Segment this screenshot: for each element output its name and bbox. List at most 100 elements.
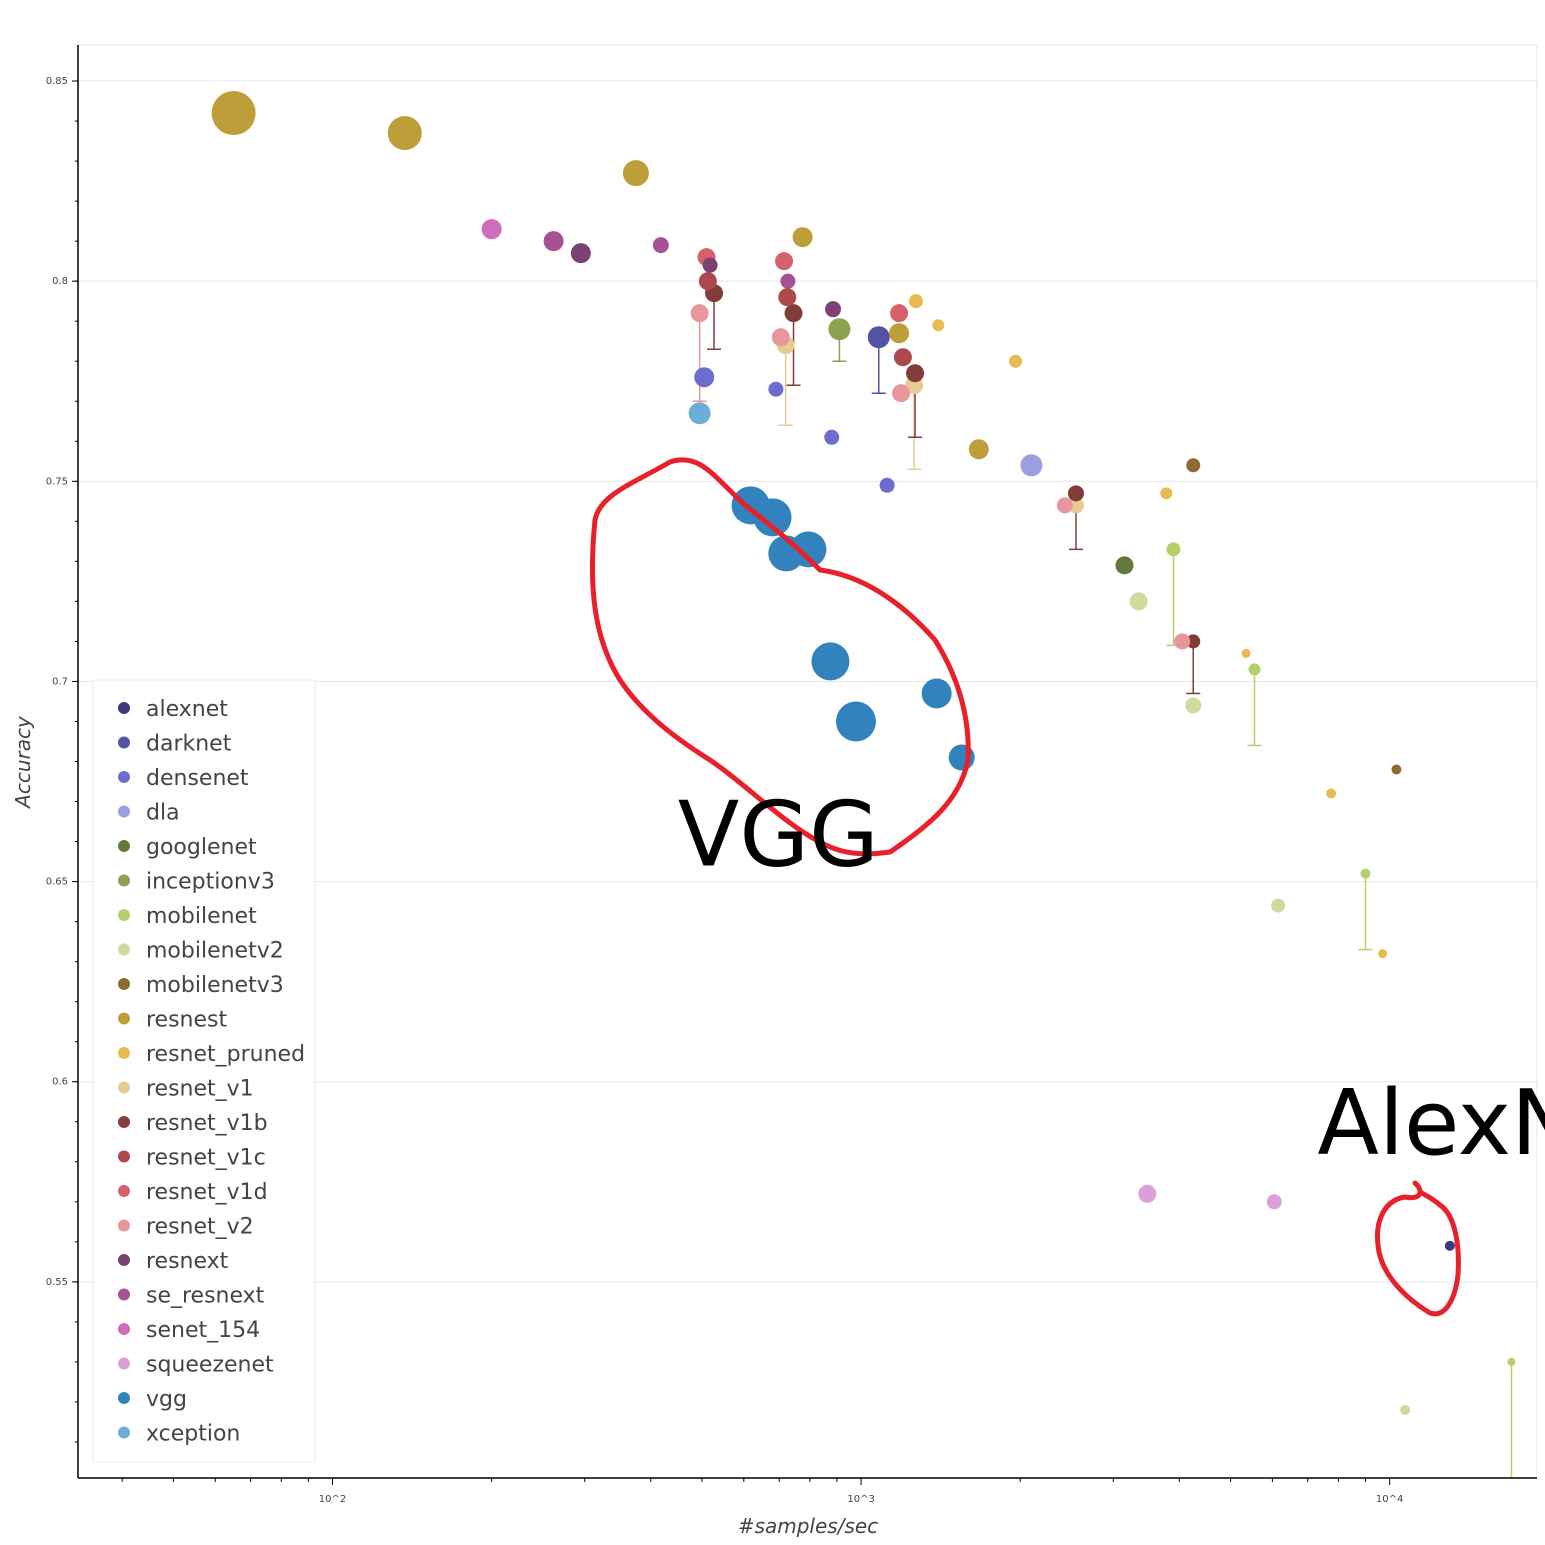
data-points [211, 91, 1516, 1415]
legend-label-se_resnext: se_resnext [146, 1284, 265, 1309]
mobilenet-point-3 [1507, 1357, 1516, 1366]
resnet_pruned-point-4 [1241, 648, 1251, 658]
legend-label-resnet_v1b: resnet_v1b [146, 1111, 268, 1136]
resnet_v1b-point-4 [1186, 634, 1201, 649]
y-axis-label: Accuracy [11, 715, 35, 810]
mobilenet-point-2 [1360, 868, 1371, 879]
mobilenetv2-point-0 [1129, 592, 1148, 611]
y-tick-label: 0.7 [52, 676, 68, 687]
resnet_pruned-point-6 [1378, 949, 1388, 959]
googlenet-point-0 [1115, 556, 1134, 575]
vgg-highlight-circle [589, 457, 971, 857]
y-tick-label: 0.85 [46, 76, 68, 87]
mobilenet-point-1 [1248, 663, 1261, 676]
densenet-point-3 [879, 477, 895, 493]
annotations: VGG AlexNet [589, 457, 1545, 1317]
mobilenetv2-point-2 [1271, 898, 1286, 913]
resnet_v1b-point-2 [906, 364, 925, 383]
legend-label-mobilenet: mobilenet [146, 904, 257, 929]
legend-marker-mobilenetv2 [118, 943, 130, 956]
resnest-point-0 [211, 91, 256, 136]
grid-lines [78, 80, 1537, 1283]
vgg-point-5 [835, 701, 876, 742]
legend-label-squeezenet: squeezenet [146, 1353, 274, 1378]
alexnet-annotation: AlexNet [1317, 1071, 1545, 1176]
resnet_v1b-point-1 [784, 304, 803, 323]
legend-label-densenet: densenet [146, 766, 249, 791]
legend-box [92, 679, 316, 1463]
resnet_v1b-point-3 [1067, 485, 1084, 502]
resnest-point-4 [889, 323, 910, 344]
resnet_pruned-point-1 [932, 319, 945, 332]
resnext-point-1 [702, 257, 718, 273]
legend-label-resnet_v1d: resnet_v1d [146, 1180, 268, 1205]
se_resnext-point-0 [543, 231, 564, 252]
legend-marker-dla [118, 805, 130, 818]
x-tick-label: 10^4 [1376, 1494, 1403, 1505]
y-tick-label: 0.55 [46, 1277, 68, 1288]
resnest-point-1 [387, 116, 422, 151]
resnet_v2-point-4 [1174, 633, 1191, 650]
error-bars [692, 293, 1513, 1478]
darknet-point-0 [867, 326, 890, 349]
resnet_v1c-point-0 [698, 272, 717, 291]
legend-marker-resnet_v2 [118, 1219, 130, 1232]
densenet-point-1 [768, 381, 784, 397]
resnet_pruned-point-3 [1160, 487, 1173, 500]
alexnet-point-0 [1444, 1240, 1455, 1251]
resnet_v1-point-2 [1067, 497, 1084, 514]
legend-marker-alexnet [118, 702, 130, 714]
x-axis-label: #samples/sec [738, 1514, 878, 1538]
legend-marker-darknet [118, 736, 130, 749]
dla-point-0 [1020, 454, 1043, 477]
resnet_pruned-point-5 [1326, 788, 1337, 799]
x-tick-label: 10^3 [847, 1494, 874, 1505]
y-axis-ticks: 0.55 0.6 0.65 0.7 0.75 0.8 0.85 [46, 76, 78, 1443]
y-tick-label: 0.6 [52, 1077, 68, 1088]
legend-label-resnet_pruned: resnet_pruned [146, 1042, 305, 1067]
legend-marker-senet_154 [118, 1323, 130, 1335]
legend-marker-squeezenet [118, 1357, 130, 1370]
legend-marker-googlenet [118, 840, 130, 852]
legend-marker-resnet_v1b [118, 1116, 130, 1128]
vgg-point-3 [790, 531, 827, 568]
y-tick-label: 0.75 [46, 476, 68, 487]
x-axis-ticks: 10^2 10^3 10^4 [121, 1478, 1403, 1505]
squeezenet-point-0 [1138, 1184, 1157, 1203]
densenet-point-0 [694, 367, 715, 388]
inceptionv3-point-0 [828, 318, 851, 341]
mobilenetv3-point-0 [1186, 458, 1201, 473]
mobilenetv3-point-1 [1391, 764, 1402, 775]
resnet_v1c-point-1 [778, 288, 797, 307]
se_resnext-point-1 [652, 237, 669, 254]
legend-marker-inceptionv3 [118, 874, 130, 887]
legend-label-resnet_v1c: resnet_v1c [146, 1146, 266, 1171]
vgg-point-4 [811, 642, 850, 681]
legend-marker-densenet [118, 771, 130, 783]
resnet_v2-point-1 [771, 328, 790, 347]
legend-marker-resnet_v1 [118, 1081, 130, 1094]
resnext-point-2 [825, 301, 842, 318]
alexnet-highlight-circle [1374, 1180, 1461, 1317]
resnet_v1d-point-1 [775, 252, 794, 271]
xception-point-0 [688, 402, 711, 425]
x-tick-label: 10^2 [319, 1494, 346, 1505]
senet_154-point-0 [481, 219, 502, 240]
resnet_v2-point-0 [690, 304, 709, 323]
legend-marker-mobilenet [118, 909, 130, 921]
legend-marker-vgg [118, 1392, 130, 1404]
resnet_pruned-point-0 [908, 294, 923, 309]
resnest-point-2 [622, 160, 649, 187]
legend-marker-xception [118, 1426, 130, 1439]
legend-label-inceptionv3: inceptionv3 [146, 870, 275, 895]
resnet_pruned-point-2 [1009, 354, 1023, 368]
legend-label-alexnet: alexnet [146, 697, 228, 722]
legend-label-senet_154: senet_154 [146, 1318, 260, 1343]
vgg-annotation: VGG [678, 783, 879, 888]
y-tick-label: 0.8 [52, 276, 68, 287]
legend-label-darknet: darknet [146, 732, 232, 757]
resnext-point-0 [570, 243, 591, 264]
resnest-point-5 [968, 439, 989, 460]
legend-label-mobilenetv2: mobilenetv2 [146, 939, 284, 964]
